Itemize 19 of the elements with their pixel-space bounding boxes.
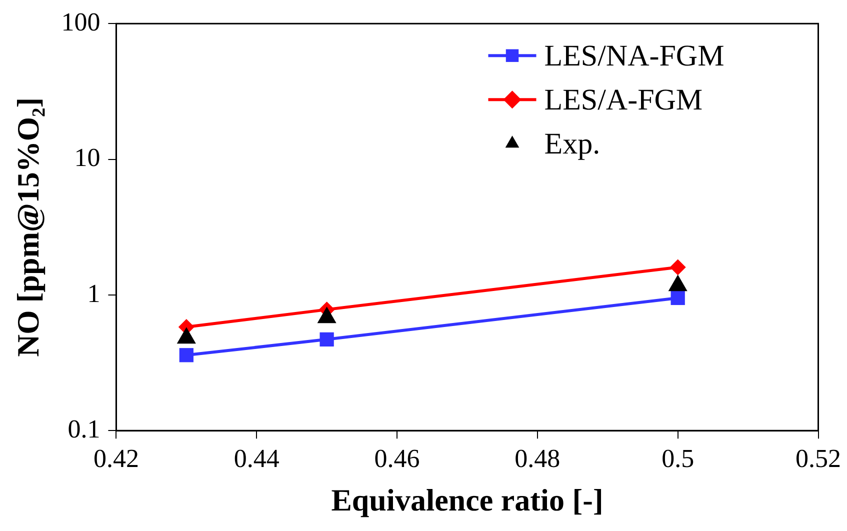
y-tick-label: 10 — [74, 143, 100, 172]
x-tick-label: 0.42 — [93, 444, 139, 474]
point — [320, 332, 334, 346]
y-axis-title: NO [ppm@15%O₂] — [10, 97, 46, 357]
x-tick-label: 0.44 — [234, 444, 280, 474]
x-tick-label: 0.52 — [796, 444, 841, 474]
point — [179, 348, 194, 362]
legend-label: LES/A-FGM — [544, 83, 703, 116]
y-tick-label: 1 — [87, 278, 100, 308]
point — [670, 259, 686, 276]
x-tick-label: 0.48 — [514, 444, 560, 474]
y-tick-label: 100 — [61, 7, 100, 36]
x-tick-label: 0.5 — [662, 444, 694, 474]
legend-label: Exp. — [544, 127, 600, 160]
y-tick-label: 0.1 — [68, 414, 100, 444]
x-tick-label: 0.46 — [374, 444, 420, 474]
point — [670, 290, 685, 306]
legend-label: LES/NA-FGM — [544, 39, 724, 72]
x-axis-title: Equivalence ratio [-] — [331, 482, 604, 518]
